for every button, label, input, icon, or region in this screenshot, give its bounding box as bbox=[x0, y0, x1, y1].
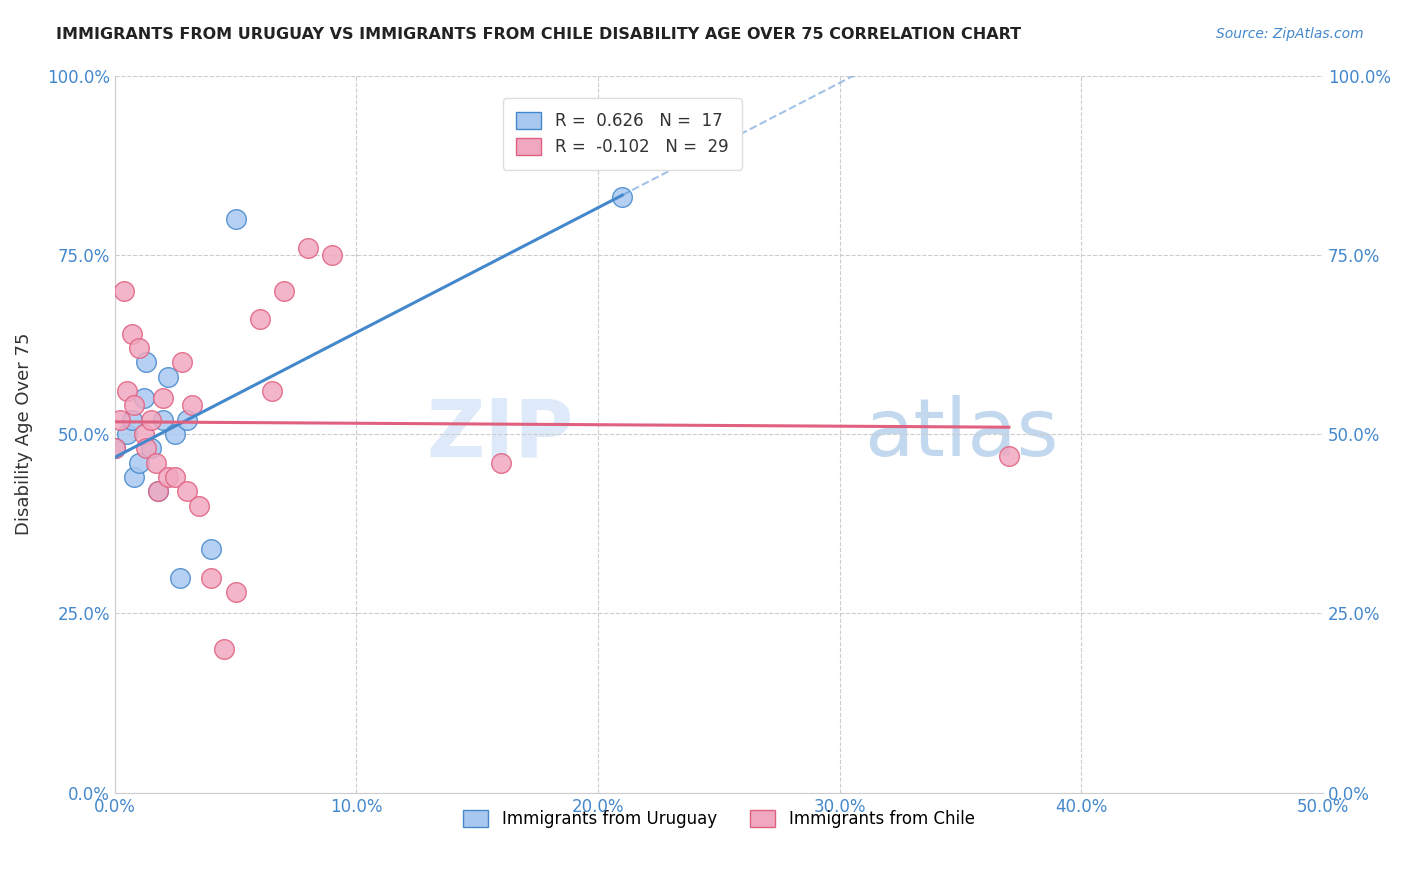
Point bbox=[152, 413, 174, 427]
Point bbox=[156, 369, 179, 384]
Point bbox=[491, 456, 513, 470]
Point bbox=[200, 541, 222, 556]
Y-axis label: Disability Age Over 75: Disability Age Over 75 bbox=[15, 333, 32, 535]
Point bbox=[135, 355, 157, 369]
Point bbox=[188, 499, 211, 513]
Text: ZIP: ZIP bbox=[426, 395, 574, 473]
Point bbox=[156, 470, 179, 484]
Point bbox=[135, 442, 157, 456]
Point bbox=[176, 413, 198, 427]
Point bbox=[172, 355, 194, 369]
Point bbox=[176, 484, 198, 499]
Text: IMMIGRANTS FROM URUGUAY VS IMMIGRANTS FROM CHILE DISABILITY AGE OVER 75 CORRELAT: IMMIGRANTS FROM URUGUAY VS IMMIGRANTS FR… bbox=[56, 27, 1021, 42]
Point bbox=[273, 284, 295, 298]
Point bbox=[260, 384, 283, 398]
Point bbox=[128, 341, 150, 355]
Point bbox=[104, 442, 127, 456]
Point bbox=[169, 570, 191, 584]
Point bbox=[612, 190, 634, 204]
Point bbox=[200, 570, 222, 584]
Point bbox=[225, 211, 247, 226]
Text: Source: ZipAtlas.com: Source: ZipAtlas.com bbox=[1216, 27, 1364, 41]
Point bbox=[297, 241, 319, 255]
Point bbox=[998, 449, 1021, 463]
Point bbox=[145, 456, 167, 470]
Point bbox=[152, 391, 174, 405]
Point bbox=[121, 326, 143, 341]
Point bbox=[104, 442, 127, 456]
Point bbox=[148, 484, 170, 499]
Point bbox=[225, 585, 247, 599]
Point bbox=[139, 413, 162, 427]
Point bbox=[122, 470, 145, 484]
Point bbox=[165, 427, 187, 442]
Point bbox=[112, 284, 135, 298]
Point bbox=[115, 427, 138, 442]
Point bbox=[132, 391, 155, 405]
Point bbox=[128, 456, 150, 470]
Point bbox=[165, 470, 187, 484]
Point bbox=[108, 413, 131, 427]
Point bbox=[181, 398, 204, 412]
Point bbox=[148, 484, 170, 499]
Point bbox=[212, 642, 235, 657]
Point bbox=[139, 442, 162, 456]
Point bbox=[122, 398, 145, 412]
Point bbox=[121, 413, 143, 427]
Legend: Immigrants from Uruguay, Immigrants from Chile: Immigrants from Uruguay, Immigrants from… bbox=[457, 803, 981, 835]
Point bbox=[249, 312, 271, 326]
Point bbox=[132, 427, 155, 442]
Point bbox=[321, 248, 343, 262]
Text: atlas: atlas bbox=[863, 395, 1059, 473]
Point bbox=[115, 384, 138, 398]
